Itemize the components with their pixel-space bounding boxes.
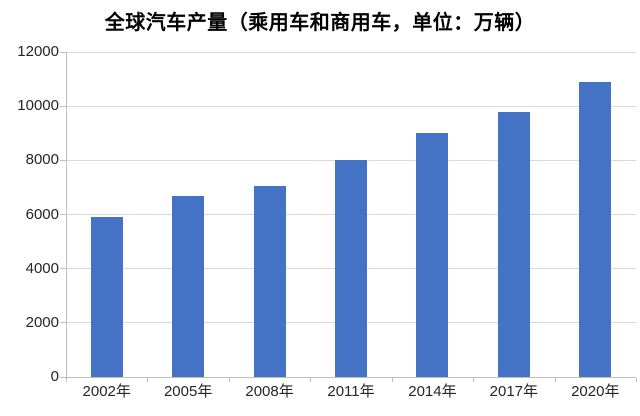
y-axis-line xyxy=(66,52,67,381)
x-tick-label: 2005年 xyxy=(163,383,213,400)
x-axis-tick xyxy=(391,378,393,382)
gridline xyxy=(66,105,636,107)
x-axis-tick xyxy=(310,378,312,382)
bar-2008年 xyxy=(254,186,286,377)
bar-2020年 xyxy=(579,82,611,377)
y-axis-tick xyxy=(60,322,66,324)
x-tick-label: 2008年 xyxy=(245,383,294,400)
y-axis-tick xyxy=(60,214,66,215)
chart-title: 全球汽车产量（乘用车和商用车，单位：万辆） xyxy=(104,12,536,34)
y-tick-label: 4000 xyxy=(25,259,59,277)
y-tick-label: 2000 xyxy=(25,313,59,331)
y-tick-label: 10000 xyxy=(17,97,59,115)
y-tick-label: 8000 xyxy=(25,151,59,169)
bar-2014年 xyxy=(416,133,448,377)
y-tick-label: 12000 xyxy=(17,43,59,60)
x-axis-line xyxy=(66,377,636,378)
x-axis-tick xyxy=(636,378,637,382)
x-tick-label: 2002年 xyxy=(82,383,131,400)
bar-2005年 xyxy=(172,196,204,377)
y-axis-tick xyxy=(60,159,66,161)
x-axis-tick xyxy=(473,378,475,382)
x-tick-label: 2011年 xyxy=(327,383,375,400)
bar-2011年 xyxy=(335,160,367,377)
y-tick-label: 0 xyxy=(50,368,59,385)
x-tick-label: 2020年 xyxy=(571,383,620,400)
bar-2017年 xyxy=(498,112,530,377)
y-tick-label: 6000 xyxy=(25,205,59,223)
y-axis-tick xyxy=(60,51,66,53)
y-axis-tick xyxy=(60,376,66,378)
x-tick-label: 2014年 xyxy=(408,383,457,400)
gridline xyxy=(66,51,636,53)
bar-2002年 xyxy=(91,217,123,377)
x-axis-tick xyxy=(147,378,149,382)
y-axis-tick xyxy=(60,268,66,270)
x-axis-tick xyxy=(554,378,556,382)
x-tick-label: 2017年 xyxy=(489,383,539,400)
y-axis-tick xyxy=(60,105,66,107)
x-axis-tick xyxy=(228,378,230,382)
x-axis-tick xyxy=(66,378,67,382)
